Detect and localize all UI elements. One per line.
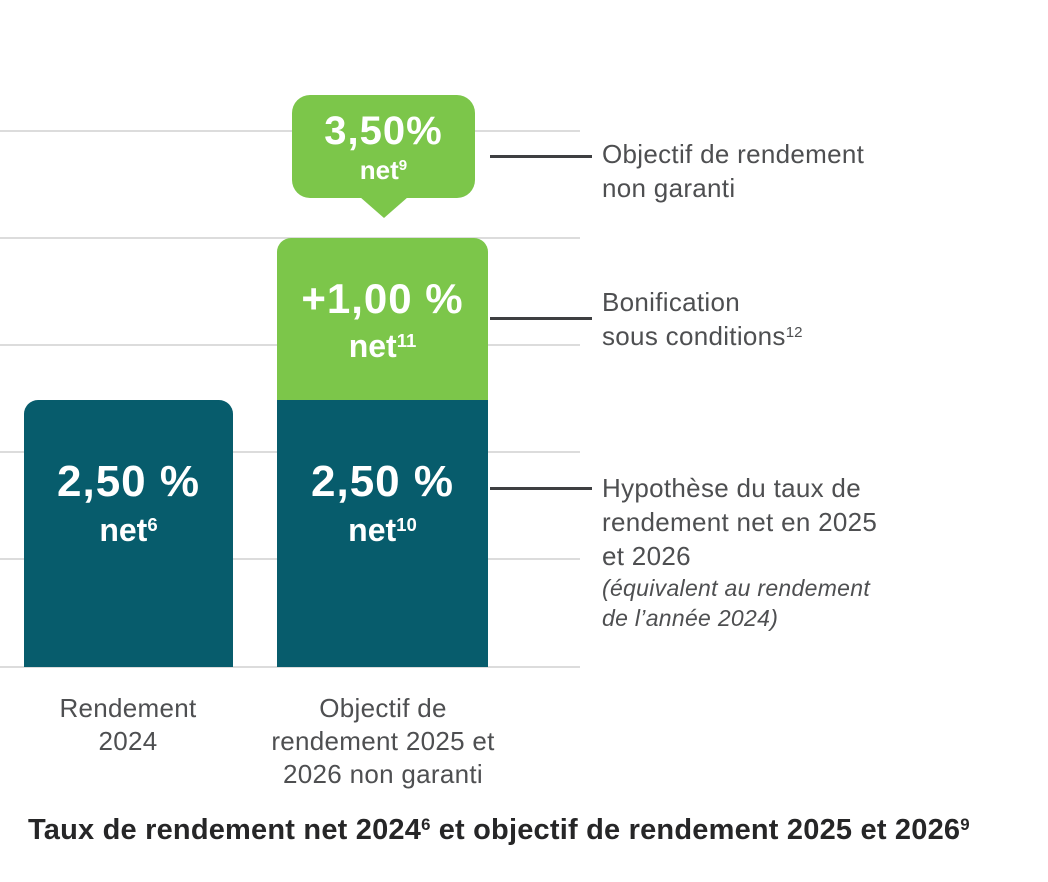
bar-right-unit: net10: [348, 514, 417, 546]
callout-unit-superscript: 9: [398, 157, 408, 175]
bar-right-unit-text: net: [348, 512, 397, 548]
annotation-line: non garanti: [602, 173, 736, 203]
annotation-line: Hypothèse du taux de: [602, 473, 861, 503]
axis-label-objectif-2025-2026: Objectif de rendement 2025 et 2026 non g…: [253, 692, 513, 791]
annotation-superscript: 12: [785, 323, 803, 341]
bar-segment-bonification: +1,00 % net11: [277, 238, 488, 400]
bar-rendement-2024: 2,50 % net6: [24, 400, 233, 667]
bar-right-unit-superscript: 10: [396, 513, 417, 535]
annotation-hypothese: Hypothèse du taux de rendement net en 20…: [602, 471, 1002, 633]
axis-label-line: 2024: [98, 726, 158, 756]
leader-line-hypothese: [490, 487, 592, 490]
annotation-line: et 2026: [602, 541, 691, 571]
bar-left-unit-superscript: 6: [147, 513, 158, 535]
annotation-bonification: Bonification sous conditions12: [602, 285, 1002, 358]
annotation-italic-line: (équivalent au rendement: [602, 575, 871, 601]
chart-title: Taux de rendement net 20246 et objectif …: [28, 814, 1028, 847]
bar-segment-rendement-2025-2026: 2,50 % net10: [277, 400, 488, 667]
chart-title-superscript: 6: [421, 814, 431, 834]
bar-left-unit-text: net: [99, 512, 148, 548]
annotation-line: Bonification: [602, 287, 741, 317]
annotation-line: rendement net en 2025: [602, 507, 878, 537]
axis-label-line: Objectif de: [319, 693, 447, 723]
annotation-line-text: sous conditions: [602, 321, 786, 351]
bar-green-unit-text: net: [348, 328, 397, 364]
callout-unit-text: net: [359, 154, 399, 185]
chart-title-text: et objectif de rendement 2025 et 2026: [430, 814, 961, 846]
callout-bubble: 3,50% net9: [292, 95, 475, 198]
axis-label-line: rendement 2025 et: [271, 726, 495, 756]
leader-line-objectif: [490, 155, 592, 158]
leader-line-bonification: [490, 317, 592, 320]
bar-right-value: 2,50 %: [311, 457, 454, 506]
bar-green-unit: net11: [349, 330, 417, 362]
callout-value: 3,50%: [324, 108, 443, 153]
chart-title-text: Taux de rendement net 2024: [28, 814, 422, 846]
gridline-baseline: [0, 666, 580, 668]
bar-green-unit-superscript: 11: [396, 329, 417, 351]
axis-label-line: 2026 non garanti: [283, 759, 483, 789]
bar-left-value: 2,50 %: [57, 457, 200, 506]
annotation-objectif: Objectif de rendement non garanti: [602, 137, 1002, 205]
axis-label-line: Rendement: [59, 693, 197, 723]
chart-title-superscript: 9: [960, 814, 970, 834]
axis-label-rendement-2024: Rendement 2024: [8, 692, 248, 758]
annotation-line: Objectif de rendement: [602, 139, 865, 169]
annotation-line: sous conditions12: [602, 319, 1002, 358]
annotation-italic-line: de l’année 2024): [602, 605, 779, 631]
callout-unit: net9: [360, 157, 407, 183]
gridline: [0, 130, 580, 132]
bar-green-value: +1,00 %: [301, 275, 464, 322]
bar-left-unit: net6: [99, 514, 157, 546]
